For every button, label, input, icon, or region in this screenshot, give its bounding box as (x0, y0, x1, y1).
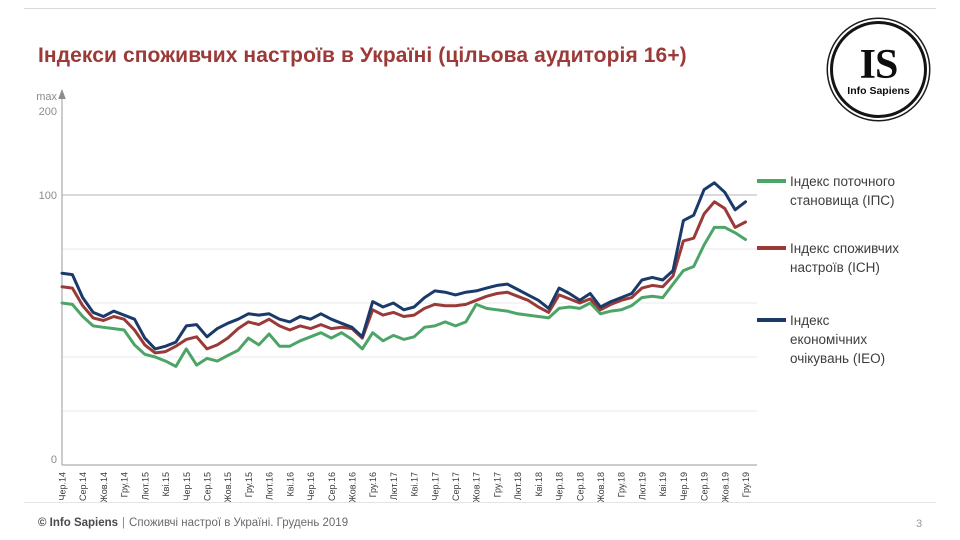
svg-text:Жов.16: Жов.16 (347, 472, 357, 503)
svg-text:max: max (36, 91, 57, 103)
svg-text:Лют.19: Лют.19 (637, 472, 647, 500)
legend-label-ips: Індекс поточного становища (ІПС) (790, 174, 896, 209)
svg-text:Чер.16: Чер.16 (306, 472, 316, 501)
svg-text:Жов.17: Жов.17 (472, 472, 482, 503)
legend-item-ips: Індекс поточного становища (ІПС) (757, 172, 950, 210)
legend-label-ieo: Індекс економічних очікувань (ІЕО) (790, 313, 886, 367)
footer-divider (24, 502, 936, 503)
svg-text:Сер.15: Сер.15 (202, 472, 212, 501)
svg-text:Гру.19: Гру.19 (741, 472, 751, 497)
svg-text:Сер.17: Сер.17 (451, 472, 461, 501)
footer: © Info Sapiens | Споживчі настрої в Україн… (38, 517, 348, 529)
legend-swatch-ich (757, 246, 786, 250)
svg-text:Жов.14: Жов.14 (99, 472, 109, 503)
legend-swatch-ieo (757, 318, 786, 322)
svg-text:0: 0 (51, 454, 57, 466)
svg-text:Лют.16: Лют.16 (265, 472, 275, 500)
svg-text:200: 200 (39, 106, 57, 118)
svg-text:Лют.17: Лют.17 (389, 472, 399, 500)
logo-initials: IS (859, 41, 899, 88)
legend-item-ich: Індекс споживчих настроїв (ІСН) (757, 239, 950, 277)
svg-text:Чер.14: Чер.14 (58, 472, 68, 501)
svg-text:Гру.16: Гру.16 (368, 472, 378, 497)
svg-text:Жов.19: Жов.19 (720, 472, 730, 503)
svg-text:Гру.17: Гру.17 (492, 472, 502, 497)
footer-text: Споживчі настрої в Україні. Грудень 2019 (129, 517, 349, 529)
top-divider (24, 8, 936, 9)
svg-text:Лют.18: Лют.18 (513, 472, 523, 500)
svg-text:Кві.17: Кві.17 (410, 472, 420, 497)
svg-text:Чер.19: Чер.19 (679, 472, 689, 501)
svg-text:Кві.15: Кві.15 (161, 472, 171, 497)
svg-text:Сер.14: Сер.14 (78, 472, 88, 501)
svg-text:Жов.18: Жов.18 (596, 472, 606, 503)
svg-text:Жов.15: Жов.15 (223, 472, 233, 503)
svg-text:Гру.14: Гру.14 (120, 472, 130, 497)
svg-text:Гру.15: Гру.15 (244, 472, 254, 497)
footer-brand: © Info Sapiens (38, 517, 119, 529)
svg-text:Сер.19: Сер.19 (700, 472, 710, 501)
svg-text:Кві.18: Кві.18 (534, 472, 544, 497)
svg-text:Гру.18: Гру.18 (617, 472, 627, 497)
svg-text:Чер.15: Чер.15 (182, 472, 192, 501)
legend-item-ieo: Індекс економічних очікувань (ІЕО) (757, 311, 950, 368)
svg-text:Чер.18: Чер.18 (555, 472, 565, 501)
info-sapiens-logo: IS Info Sapiens (830, 21, 927, 118)
svg-text:Чер.17: Чер.17 (430, 472, 440, 501)
svg-text:Кві.16: Кві.16 (285, 472, 295, 497)
page-title: Індекси споживчих настроїв в Україні (ці… (38, 44, 687, 67)
legend-label-ich: Індекс споживчих настроїв (ІСН) (790, 241, 900, 276)
svg-text:Кві.19: Кві.19 (658, 472, 668, 497)
page-number: 3 (916, 518, 923, 530)
svg-text:Сер.16: Сер.16 (327, 472, 337, 501)
svg-text:100: 100 (39, 190, 57, 202)
logo-company-name: Info Sapiens (847, 85, 910, 98)
svg-text:Сер.18: Сер.18 (575, 472, 585, 501)
footer-separator: | (122, 517, 126, 529)
legend-swatch-ips (757, 179, 786, 183)
svg-text:Лют.15: Лют.15 (140, 472, 150, 500)
